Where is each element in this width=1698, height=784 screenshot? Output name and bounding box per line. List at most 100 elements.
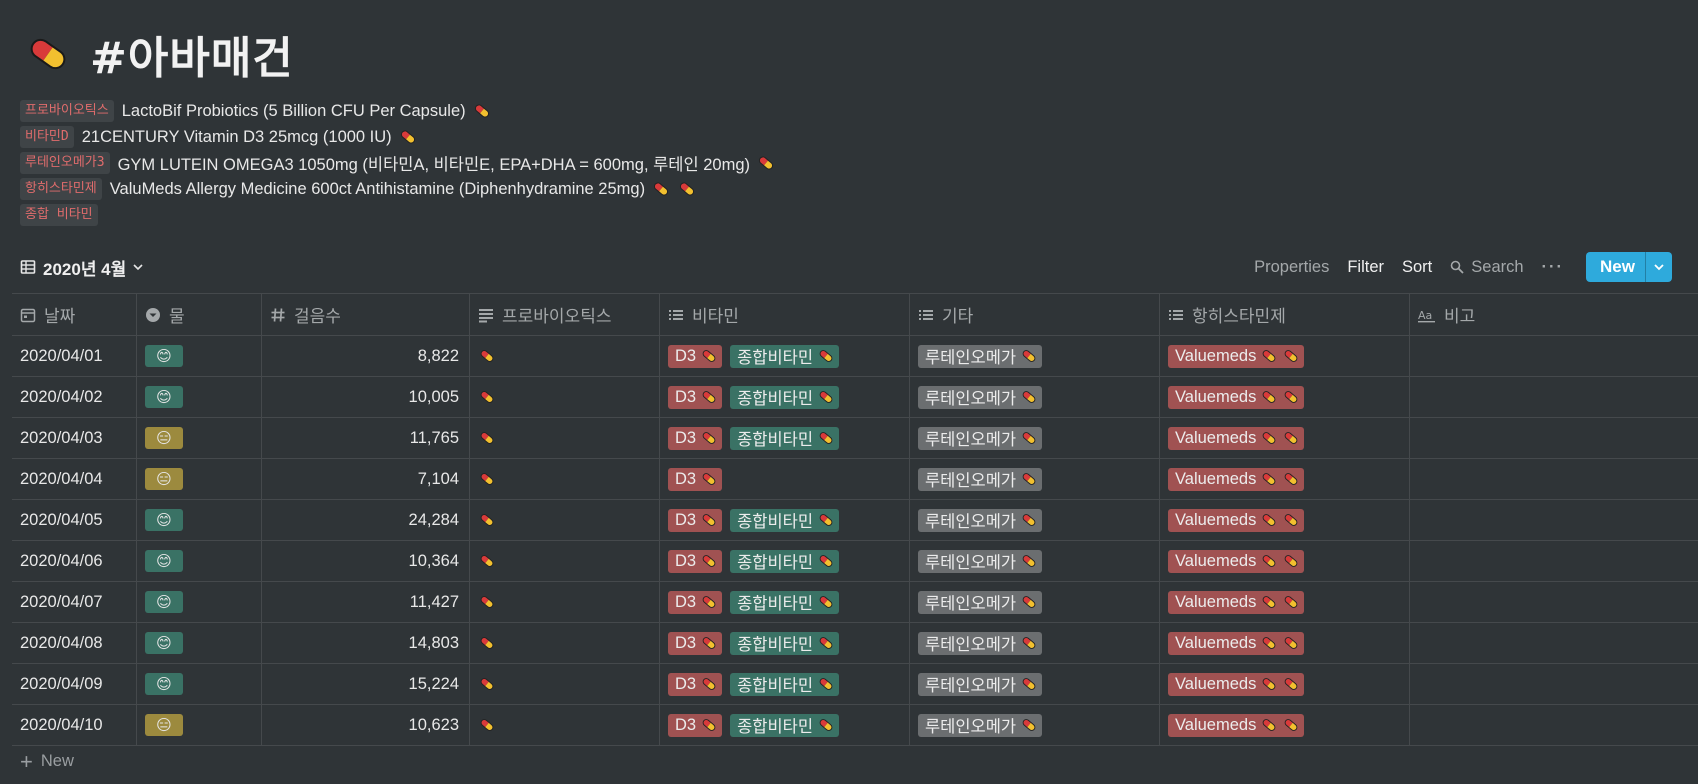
antihistamine-cell[interactable]: Valuemeds: [1160, 500, 1410, 540]
search-button[interactable]: Search: [1450, 258, 1524, 277]
vitamin-tag[interactable]: D3: [668, 467, 723, 491]
mood-cell[interactable]: 😊: [137, 541, 262, 581]
property-value[interactable]: ValuMeds Allergy Medicine 600ct Antihist…: [109, 179, 646, 198]
steps-cell[interactable]: 10,623: [262, 705, 470, 745]
probiotics-cell[interactable]: [470, 623, 660, 663]
note-cell[interactable]: [1410, 418, 1698, 458]
other-cell[interactable]: 루테인오메가: [910, 541, 1160, 581]
probiotics-cell[interactable]: [470, 705, 660, 745]
table-row[interactable]: 2020/04/03 😑 11,765 D3 종합비타민 루테인오메가 Valuemeds: [12, 418, 1698, 459]
property-value[interactable]: LactoBif Probiotics (5 Billion CFU Per C…: [121, 101, 466, 120]
vitamin-tag[interactable]: D3: [668, 385, 723, 409]
other-cell[interactable]: 루테인오메가: [910, 418, 1160, 458]
probiotics-cell[interactable]: [470, 582, 660, 622]
other-cell[interactable]: 루테인오메가: [910, 459, 1160, 499]
date-cell[interactable]: 2020/04/06: [12, 541, 137, 581]
steps-cell[interactable]: 14,803: [262, 623, 470, 663]
other-tag[interactable]: 루테인오메가: [918, 549, 1043, 573]
page-title[interactable]: #아바매건: [90, 33, 294, 84]
mood-cell[interactable]: 😑: [137, 459, 262, 499]
properties-button[interactable]: Properties: [1254, 257, 1330, 276]
antihistamine-cell[interactable]: Valuemeds: [1160, 377, 1410, 417]
note-cell[interactable]: [1410, 705, 1698, 745]
antihistamine-tag[interactable]: Valuemeds: [1168, 590, 1305, 614]
probiotics-cell[interactable]: [470, 664, 660, 704]
antihistamine-tag[interactable]: Valuemeds: [1168, 385, 1305, 409]
vitamin-tag[interactable]: 종합비타민: [730, 508, 839, 532]
other-tag[interactable]: 루테인오메가: [918, 713, 1043, 737]
vitamin-cell[interactable]: D3 종합비타민: [660, 582, 910, 622]
mood-cell[interactable]: 😊: [137, 500, 262, 540]
vitamin-tag[interactable]: D3: [668, 426, 723, 450]
column-header[interactable]: 항히스타민제: [1160, 294, 1410, 335]
property-value[interactable]: 21CENTURY Vitamin D3 25mcg (1000 IU): [81, 127, 392, 146]
column-header[interactable]: 물: [137, 294, 262, 335]
vitamin-tag[interactable]: 종합비타민: [730, 631, 839, 655]
steps-cell[interactable]: 10,005: [262, 377, 470, 417]
vitamin-tag[interactable]: D3: [668, 344, 723, 368]
mood-tag[interactable]: 😑: [145, 468, 183, 490]
other-tag[interactable]: 루테인오메가: [918, 385, 1043, 409]
probiotics-cell[interactable]: [470, 377, 660, 417]
vitamin-tag[interactable]: 종합비타민: [730, 344, 839, 368]
steps-cell[interactable]: 24,284: [262, 500, 470, 540]
vitamin-cell[interactable]: D3 종합비타민: [660, 541, 910, 581]
antihistamine-tag[interactable]: Valuemeds: [1168, 549, 1305, 573]
mood-tag[interactable]: 😊: [145, 509, 183, 531]
antihistamine-tag[interactable]: Valuemeds: [1168, 508, 1305, 532]
mood-tag[interactable]: 😊: [145, 386, 183, 408]
table-row[interactable]: 2020/04/01 😊 8,822 D3 종합비타민 루테인오메가 Valuemeds: [12, 336, 1698, 377]
antihistamine-cell[interactable]: Valuemeds: [1160, 418, 1410, 458]
steps-cell[interactable]: 8,822: [262, 336, 470, 376]
mood-cell[interactable]: 😊: [137, 664, 262, 704]
mood-tag[interactable]: 😊: [145, 550, 183, 572]
vitamin-cell[interactable]: D3 종합비타민: [660, 500, 910, 540]
antihistamine-cell[interactable]: Valuemeds: [1160, 705, 1410, 745]
vitamin-cell[interactable]: D3 종합비타민: [660, 623, 910, 663]
mood-cell[interactable]: 😊: [137, 623, 262, 663]
sort-button[interactable]: Sort: [1402, 257, 1433, 276]
steps-cell[interactable]: 7,104: [262, 459, 470, 499]
probiotics-cell[interactable]: [470, 500, 660, 540]
note-cell[interactable]: [1410, 377, 1698, 417]
probiotics-cell[interactable]: [470, 336, 660, 376]
vitamin-tag[interactable]: D3: [668, 672, 723, 696]
mood-tag[interactable]: 😊: [145, 673, 183, 695]
antihistamine-tag[interactable]: Valuemeds: [1168, 344, 1305, 368]
steps-cell[interactable]: 10,364: [262, 541, 470, 581]
mood-tag[interactable]: 😑: [145, 427, 183, 449]
date-cell[interactable]: 2020/04/01: [12, 336, 137, 376]
date-cell[interactable]: 2020/04/09: [12, 664, 137, 704]
view-selector[interactable]: 2020년 4월: [20, 255, 144, 280]
vitamin-tag[interactable]: D3: [668, 549, 723, 573]
other-tag[interactable]: 루테인오메가: [918, 467, 1043, 491]
antihistamine-tag[interactable]: Valuemeds: [1168, 672, 1305, 696]
other-tag[interactable]: 루테인오메가: [918, 672, 1043, 696]
vitamin-cell[interactable]: D3 종합비타민: [660, 418, 910, 458]
note-cell[interactable]: [1410, 459, 1698, 499]
steps-cell[interactable]: 11,427: [262, 582, 470, 622]
new-record-button[interactable]: New: [1586, 252, 1672, 282]
note-cell[interactable]: [1410, 336, 1698, 376]
other-tag[interactable]: 루테인오메가: [918, 508, 1043, 532]
vitamin-cell[interactable]: D3: [660, 459, 910, 499]
vitamin-tag[interactable]: D3: [668, 590, 723, 614]
other-tag[interactable]: 루테인오메가: [918, 344, 1043, 368]
vitamin-cell[interactable]: D3 종합비타민: [660, 336, 910, 376]
note-cell[interactable]: [1410, 582, 1698, 622]
antihistamine-cell[interactable]: Valuemeds: [1160, 459, 1410, 499]
other-cell[interactable]: 루테인오메가: [910, 705, 1160, 745]
column-header[interactable]: 기타: [910, 294, 1160, 335]
date-cell[interactable]: 2020/04/02: [12, 377, 137, 417]
other-cell[interactable]: 루테인오메가: [910, 336, 1160, 376]
new-dropdown-button[interactable]: [1645, 252, 1672, 282]
property-value[interactable]: GYM LUTEIN OMEGA3 1050mg (비타민A, 비타민E, EP…: [117, 156, 751, 174]
note-cell[interactable]: [1410, 664, 1698, 704]
table-row[interactable]: 2020/04/05 😊 24,284 D3 종합비타민 루테인오메가 Valuemeds: [12, 500, 1698, 541]
vitamin-tag[interactable]: D3: [668, 508, 723, 532]
vitamin-cell[interactable]: D3 종합비타민: [660, 664, 910, 704]
mood-cell[interactable]: 😑: [137, 418, 262, 458]
antihistamine-tag[interactable]: Valuemeds: [1168, 631, 1305, 655]
steps-cell[interactable]: 11,765: [262, 418, 470, 458]
column-header[interactable]: 날짜: [12, 294, 137, 335]
